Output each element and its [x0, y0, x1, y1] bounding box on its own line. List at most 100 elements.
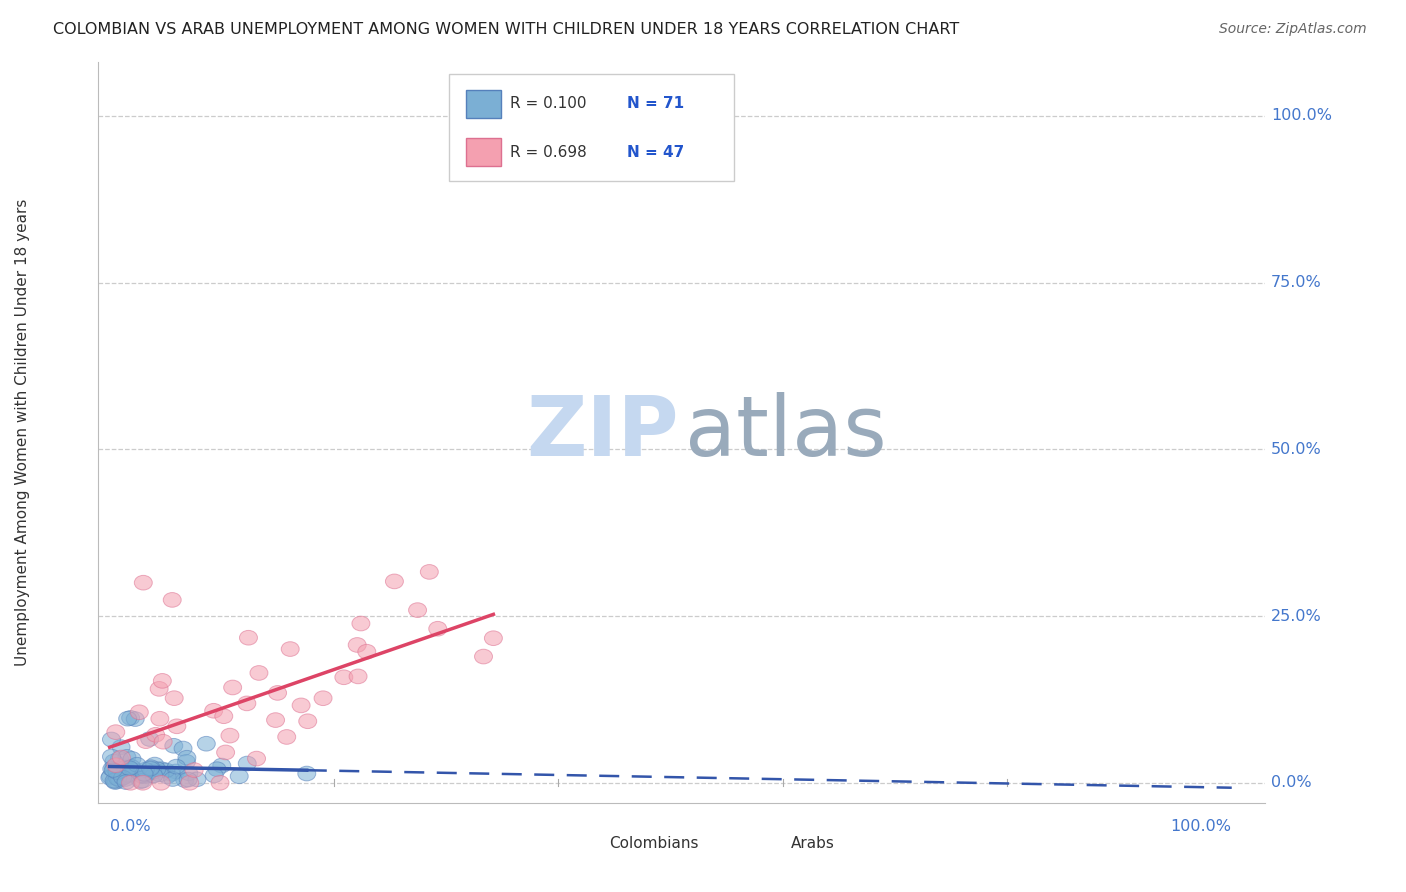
Text: 0.0%: 0.0% [110, 820, 150, 835]
Ellipse shape [150, 712, 169, 726]
Ellipse shape [136, 763, 155, 777]
Ellipse shape [157, 769, 176, 784]
Ellipse shape [352, 616, 370, 631]
Ellipse shape [349, 638, 366, 652]
Ellipse shape [135, 766, 153, 781]
Ellipse shape [420, 565, 439, 579]
FancyBboxPatch shape [465, 138, 501, 166]
Ellipse shape [385, 574, 404, 589]
Ellipse shape [136, 769, 153, 783]
Ellipse shape [177, 755, 195, 769]
Ellipse shape [281, 641, 299, 657]
Ellipse shape [179, 750, 195, 765]
Ellipse shape [118, 749, 136, 764]
Ellipse shape [117, 762, 134, 776]
Ellipse shape [103, 762, 121, 776]
Ellipse shape [349, 669, 367, 684]
Ellipse shape [112, 750, 131, 764]
Ellipse shape [110, 766, 127, 780]
Ellipse shape [176, 772, 194, 788]
Ellipse shape [143, 768, 162, 783]
Ellipse shape [247, 751, 266, 766]
Ellipse shape [278, 730, 295, 744]
Text: 0.0%: 0.0% [1271, 775, 1312, 790]
Ellipse shape [118, 767, 136, 782]
Ellipse shape [148, 762, 166, 777]
FancyBboxPatch shape [465, 90, 501, 118]
Ellipse shape [134, 773, 152, 788]
Ellipse shape [108, 771, 127, 786]
Ellipse shape [131, 705, 148, 720]
Ellipse shape [239, 631, 257, 645]
Ellipse shape [197, 737, 215, 751]
Text: Colombians: Colombians [610, 836, 699, 851]
Text: R = 0.100: R = 0.100 [510, 96, 586, 112]
Ellipse shape [105, 760, 122, 774]
Ellipse shape [111, 751, 128, 766]
Ellipse shape [409, 603, 426, 617]
Ellipse shape [359, 644, 375, 659]
Ellipse shape [104, 763, 122, 777]
Ellipse shape [105, 754, 122, 769]
Text: Source: ZipAtlas.com: Source: ZipAtlas.com [1219, 22, 1367, 37]
FancyBboxPatch shape [747, 832, 783, 855]
Text: COLOMBIAN VS ARAB UNEMPLOYMENT AMONG WOMEN WITH CHILDREN UNDER 18 YEARS CORRELAT: COLOMBIAN VS ARAB UNEMPLOYMENT AMONG WOM… [53, 22, 960, 37]
Ellipse shape [267, 713, 284, 727]
Ellipse shape [153, 673, 172, 689]
Ellipse shape [180, 766, 198, 780]
Ellipse shape [134, 768, 150, 783]
Ellipse shape [108, 764, 127, 780]
Ellipse shape [298, 766, 316, 780]
Ellipse shape [153, 762, 170, 777]
Ellipse shape [127, 712, 145, 726]
Ellipse shape [145, 768, 163, 783]
Text: atlas: atlas [685, 392, 887, 473]
Ellipse shape [143, 764, 162, 779]
Ellipse shape [146, 757, 163, 772]
FancyBboxPatch shape [449, 73, 734, 181]
Text: 75.0%: 75.0% [1271, 275, 1322, 290]
Ellipse shape [212, 758, 231, 772]
Ellipse shape [167, 759, 186, 774]
Ellipse shape [205, 768, 224, 782]
Ellipse shape [146, 728, 165, 742]
Ellipse shape [132, 773, 149, 789]
Ellipse shape [103, 749, 121, 764]
Ellipse shape [167, 719, 186, 733]
Text: Unemployment Among Women with Children Under 18 years: Unemployment Among Women with Children U… [15, 199, 30, 666]
Ellipse shape [101, 771, 118, 785]
Ellipse shape [157, 763, 174, 778]
Ellipse shape [485, 631, 502, 646]
Ellipse shape [217, 745, 235, 760]
Ellipse shape [238, 756, 256, 771]
Ellipse shape [208, 762, 226, 777]
Ellipse shape [117, 760, 135, 775]
Ellipse shape [167, 764, 184, 779]
Ellipse shape [117, 775, 135, 789]
Ellipse shape [179, 772, 197, 787]
Ellipse shape [124, 751, 141, 766]
Ellipse shape [111, 772, 128, 787]
Text: ZIP: ZIP [526, 392, 679, 473]
Ellipse shape [112, 739, 129, 755]
Ellipse shape [121, 761, 138, 775]
Ellipse shape [163, 766, 180, 781]
Ellipse shape [141, 731, 159, 747]
Text: N = 47: N = 47 [627, 145, 685, 160]
Ellipse shape [166, 690, 183, 706]
Ellipse shape [314, 691, 332, 706]
Ellipse shape [221, 728, 239, 743]
Ellipse shape [250, 665, 269, 681]
Ellipse shape [134, 769, 150, 783]
Ellipse shape [122, 760, 141, 774]
Text: N = 71: N = 71 [627, 96, 685, 112]
Ellipse shape [475, 649, 492, 664]
Ellipse shape [181, 775, 198, 790]
Ellipse shape [127, 764, 145, 778]
Text: Arabs: Arabs [790, 836, 834, 851]
Ellipse shape [105, 774, 124, 789]
Ellipse shape [128, 757, 146, 772]
Ellipse shape [205, 704, 222, 718]
Ellipse shape [298, 714, 316, 729]
Ellipse shape [429, 622, 447, 636]
